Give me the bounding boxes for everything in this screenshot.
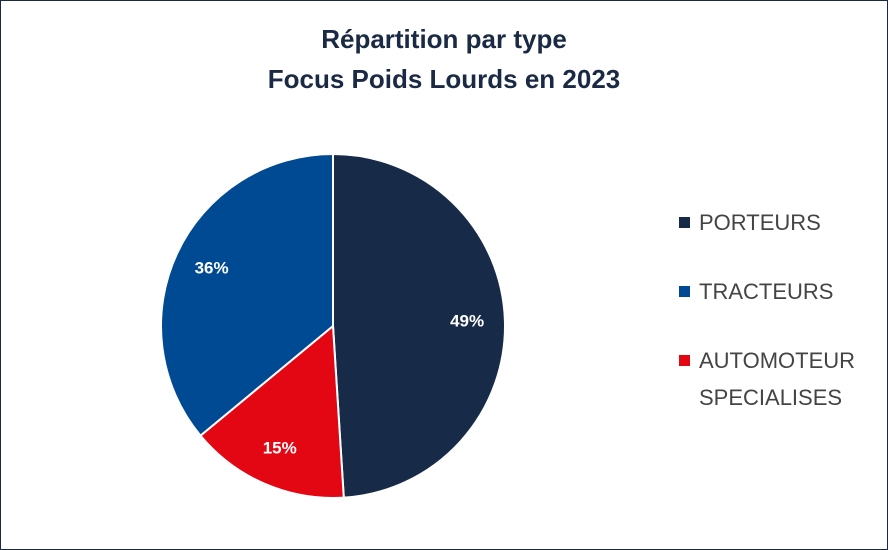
legend-item-automoteur: AUTOMOTEUR SPECIALISES: [677, 342, 855, 416]
chart-title-line1: Répartition par type: [321, 24, 567, 54]
chart-title-line2: Focus Poids Lourds en 2023: [267, 64, 621, 94]
legend-label-tracteurs: TRACTEURS: [699, 279, 834, 304]
pie-slice-label-3: 36%: [195, 258, 229, 277]
chart-title: Répartition par type Focus Poids Lourds …: [1, 19, 887, 99]
pie-slice-3: [160, 152, 334, 438]
pie-slice-label-2: 15%: [263, 439, 297, 458]
pie-slice-2: [199, 323, 345, 499]
legend-label-porteurs: PORTEURS: [699, 210, 821, 235]
legend-item-tracteurs: TRACTEURS: [677, 273, 855, 310]
legend-swatch-tracteurs: [679, 286, 690, 297]
legend-label-automoteur: AUTOMOTEUR SPECIALISES: [699, 348, 856, 410]
legend: PORTEURS TRACTEURS AUTOMOTEUR SPECIALISE…: [677, 204, 855, 448]
pie-slice-1: [332, 152, 507, 499]
legend-swatch-porteurs: [679, 217, 690, 228]
legend-swatch-automoteur: [679, 355, 690, 366]
legend-item-porteurs: PORTEURS: [677, 204, 855, 241]
pie-slice-label-1: 49%: [450, 311, 484, 330]
